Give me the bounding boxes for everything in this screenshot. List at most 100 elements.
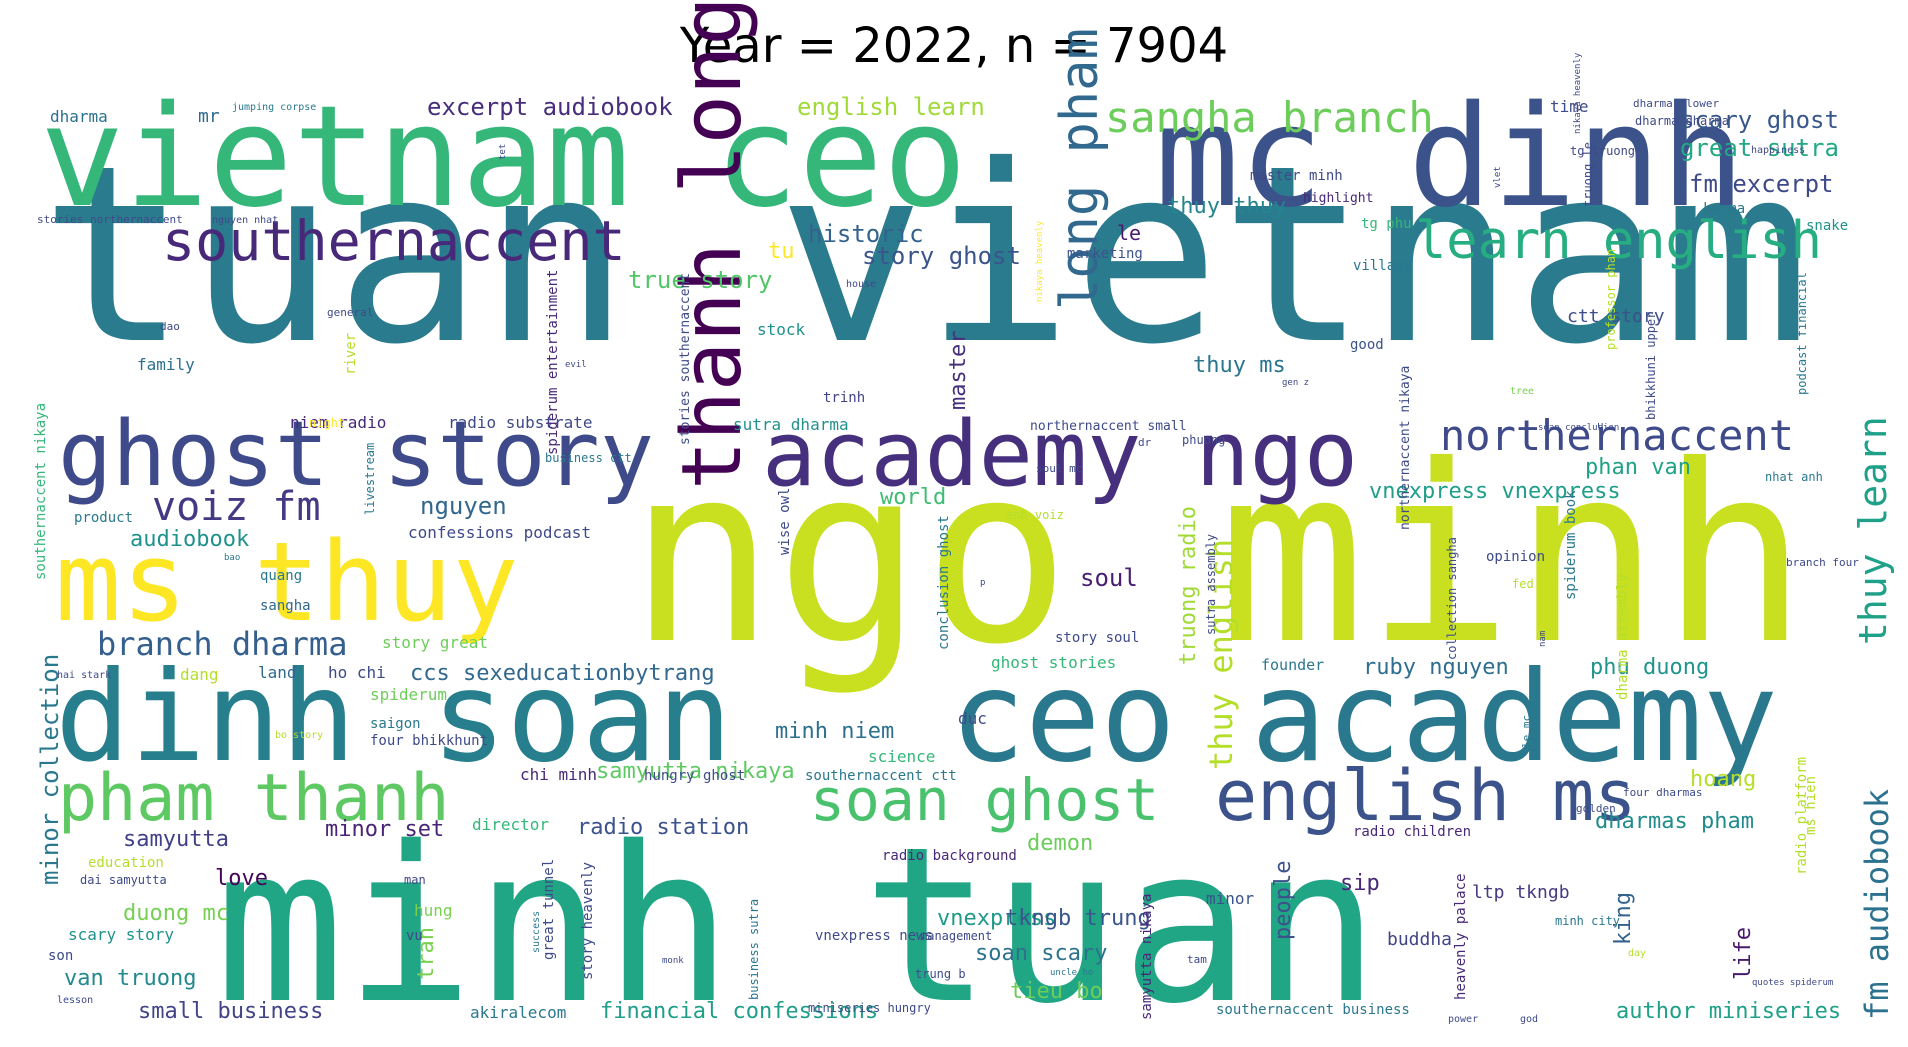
word: truong radio	[1176, 506, 1201, 665]
word: southernaccent business	[1216, 1002, 1410, 1018]
word: nguyen nhat	[212, 215, 278, 226]
word: management	[920, 929, 992, 943]
word: lesson	[57, 995, 93, 1006]
word: audiobook	[130, 527, 249, 552]
chart-title: Year = 2022, n = 7904	[679, 18, 1229, 74]
word: scary ghost	[1680, 106, 1839, 134]
word: monk	[662, 956, 684, 966]
word: dharmas pham	[1595, 809, 1754, 834]
word: dharma flower	[1633, 97, 1719, 110]
word: night	[309, 416, 345, 430]
word: great tunnel	[541, 859, 557, 960]
word: day	[1628, 948, 1646, 959]
word: samyutta nikaya	[1139, 894, 1155, 1020]
word: hungry ghost	[644, 768, 745, 784]
word: product	[74, 510, 133, 526]
word: dharma assembly	[1615, 574, 1631, 700]
word: soul	[1080, 564, 1138, 592]
word: duong mc	[123, 901, 229, 926]
word: quang	[260, 568, 302, 584]
word: livestream	[363, 443, 377, 515]
word: evil	[565, 360, 587, 370]
word: happiness	[1751, 145, 1805, 156]
word: family	[137, 355, 195, 374]
word: northernaccent small	[1030, 419, 1187, 434]
word: dr	[1138, 436, 1152, 449]
word: four dharmas	[1623, 786, 1702, 799]
word: northernaccent nikaya	[1398, 366, 1413, 530]
word: ceo academy	[950, 645, 1778, 790]
word: radio station	[577, 815, 749, 840]
word: god	[1520, 1014, 1538, 1025]
word: sip	[1340, 871, 1380, 896]
word: phu duong	[1590, 655, 1709, 680]
word: le	[1117, 221, 1141, 245]
word: spiderum book	[1563, 490, 1579, 600]
word: story ghost	[862, 242, 1021, 270]
word: thanh long	[665, 0, 760, 490]
word: branch dharma	[97, 625, 347, 663]
word: king	[1611, 892, 1636, 945]
word: dharma	[50, 107, 108, 126]
word: gen z	[1282, 378, 1309, 388]
word: u	[1597, 419, 1604, 432]
word: trinh	[823, 390, 865, 406]
word: story soul	[1055, 630, 1139, 646]
word: stories southernaccent	[678, 273, 693, 445]
word: jumping corpse	[232, 102, 316, 113]
word: sutra dharma	[733, 415, 849, 434]
word: science	[868, 747, 935, 766]
word: snake	[1806, 218, 1848, 234]
word: sangha branch	[1105, 93, 1434, 142]
word: love	[215, 866, 268, 891]
word: founder	[1261, 656, 1324, 674]
word: voiz fm	[152, 484, 321, 530]
word: professor phan	[1604, 249, 1618, 350]
word: ruby nguyen	[1363, 655, 1509, 680]
word: quotes spiderum	[1752, 978, 1833, 988]
word: bo story	[275, 730, 323, 741]
word: good	[1350, 337, 1384, 353]
word: vnexpress vnexpress	[1369, 479, 1621, 504]
word: dao	[160, 320, 180, 333]
word: tran	[414, 927, 439, 980]
word: dang	[180, 665, 219, 684]
word: samyutta nikaya	[596, 759, 795, 784]
word: demon	[1027, 831, 1093, 856]
word: fed	[1512, 577, 1534, 591]
word: radio children	[1353, 824, 1471, 840]
word: great sutra	[1680, 134, 1839, 162]
word: tkngb trung	[1005, 906, 1151, 931]
word: phuong	[1182, 433, 1225, 447]
word: phan van	[1585, 455, 1691, 480]
word: vnexpress	[937, 906, 1056, 931]
word: golden	[1576, 802, 1616, 815]
word: marketing	[1067, 246, 1143, 262]
word: world	[880, 485, 946, 510]
word: scary story	[68, 925, 174, 944]
word: learn english	[1415, 211, 1822, 271]
word: ccs sexeducationbytrang	[410, 661, 715, 686]
word: true story	[628, 266, 773, 294]
word: land	[258, 663, 297, 682]
word: ms thuy	[55, 518, 519, 646]
word: master	[946, 331, 971, 410]
word: miniseries hungry	[808, 1001, 931, 1015]
word: samyutta	[123, 827, 229, 852]
word: small business	[138, 999, 323, 1024]
word: truong le	[1581, 142, 1595, 207]
word: ms hien	[1803, 776, 1819, 835]
word: northernaccent	[1440, 411, 1794, 460]
word: soan scary	[975, 941, 1107, 966]
word: radio background	[882, 848, 1017, 864]
word: life	[1731, 927, 1756, 980]
word: minh niem	[775, 719, 894, 744]
word: business ctt	[545, 451, 632, 465]
word: thuy thuy	[1167, 194, 1286, 219]
word: conclusion ghost	[936, 515, 952, 650]
word: buddha	[1387, 929, 1452, 950]
word: story great	[382, 633, 488, 652]
word: long pham	[1050, 28, 1110, 310]
word: education	[88, 855, 164, 871]
